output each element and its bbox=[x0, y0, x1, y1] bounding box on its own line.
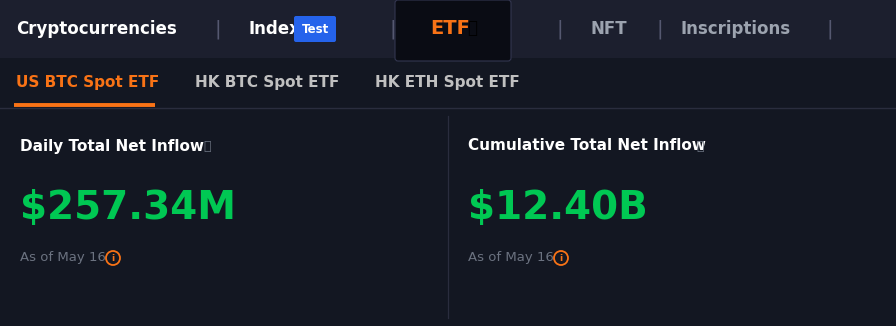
Text: $257.34M: $257.34M bbox=[20, 189, 236, 227]
Text: $12.40B: $12.40B bbox=[468, 189, 648, 227]
FancyBboxPatch shape bbox=[0, 0, 896, 58]
Text: Index: Index bbox=[248, 20, 300, 38]
Text: ⓘ: ⓘ bbox=[203, 140, 211, 153]
Text: |: | bbox=[390, 19, 396, 39]
FancyBboxPatch shape bbox=[294, 16, 336, 42]
Text: Test: Test bbox=[301, 23, 329, 36]
Text: Cryptocurrencies: Cryptocurrencies bbox=[16, 20, 177, 38]
Text: ⓘ: ⓘ bbox=[696, 140, 703, 153]
Text: As of May 16: As of May 16 bbox=[468, 251, 554, 264]
Text: Inscriptions: Inscriptions bbox=[680, 20, 790, 38]
Text: Daily Total Net Inflow: Daily Total Net Inflow bbox=[20, 139, 204, 154]
Text: US BTC Spot ETF: US BTC Spot ETF bbox=[16, 76, 159, 91]
FancyBboxPatch shape bbox=[395, 0, 511, 61]
Text: As of May 16: As of May 16 bbox=[20, 251, 106, 264]
Text: Cumulative Total Net Inflow: Cumulative Total Net Inflow bbox=[468, 139, 706, 154]
Text: |: | bbox=[657, 19, 663, 39]
Text: i: i bbox=[559, 254, 563, 263]
FancyBboxPatch shape bbox=[0, 58, 896, 108]
Text: HK ETH Spot ETF: HK ETH Spot ETF bbox=[375, 76, 520, 91]
FancyBboxPatch shape bbox=[0, 108, 896, 326]
Text: |: | bbox=[215, 19, 221, 39]
Text: NFT: NFT bbox=[590, 20, 626, 38]
Text: |: | bbox=[827, 19, 833, 39]
Text: i: i bbox=[111, 254, 115, 263]
Text: 🔥: 🔥 bbox=[467, 19, 477, 37]
Text: HK BTC Spot ETF: HK BTC Spot ETF bbox=[195, 76, 340, 91]
Text: ETF: ETF bbox=[430, 20, 470, 38]
Text: |: | bbox=[556, 19, 564, 39]
